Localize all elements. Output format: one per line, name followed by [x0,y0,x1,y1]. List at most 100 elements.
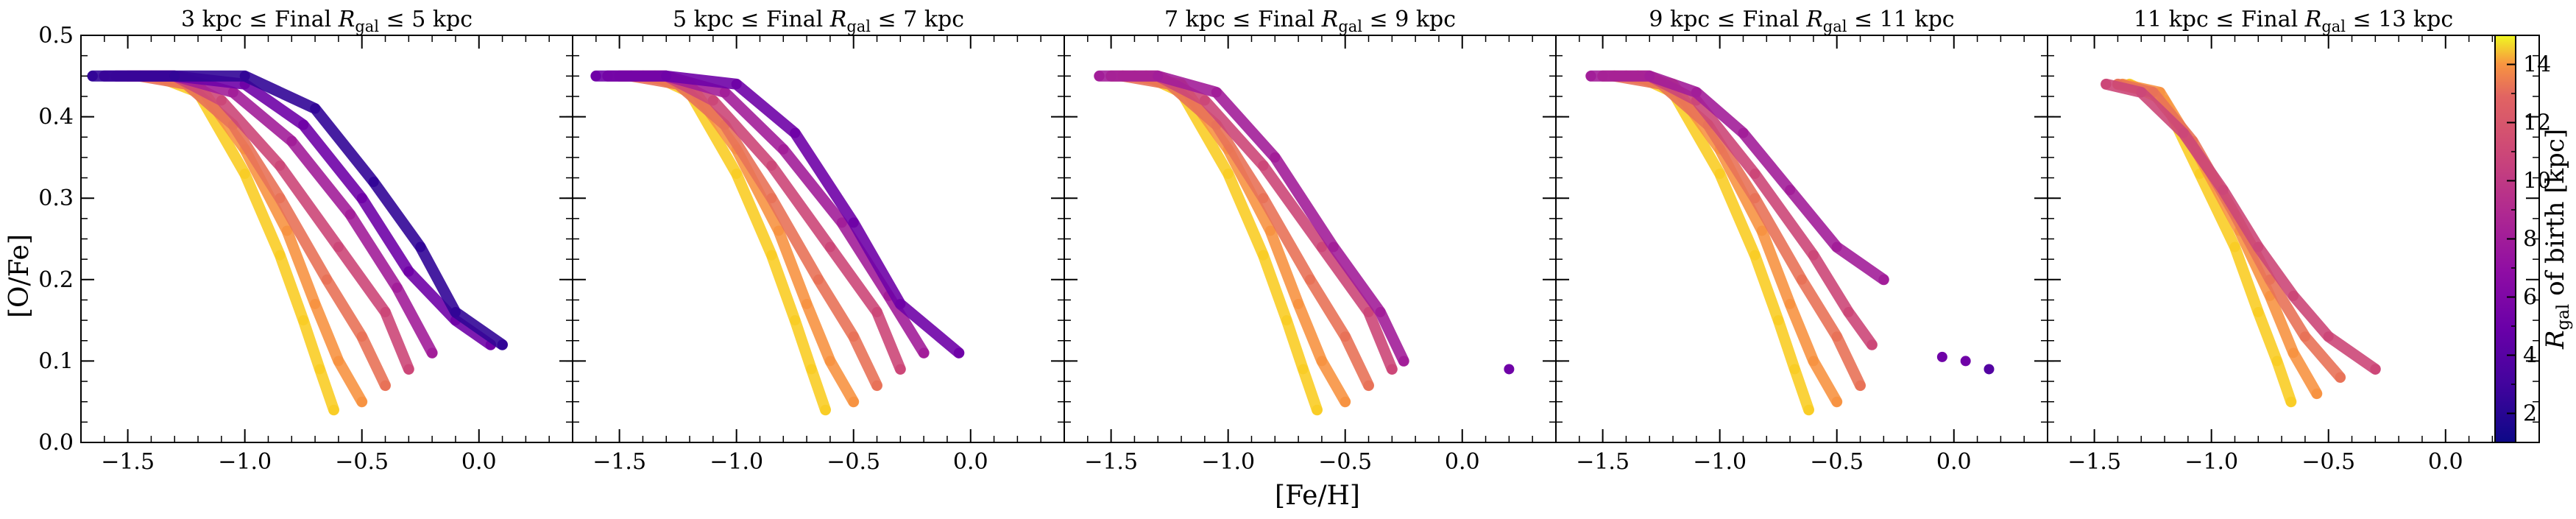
data-point [1363,380,1374,391]
data-point [356,331,367,342]
data-point [871,307,882,318]
data-point [1316,356,1327,367]
data-point [216,95,227,106]
data-point [1738,127,1749,138]
x-tick-label: 0.0 [953,449,988,475]
x-tick-label: −1.0 [218,449,272,475]
data-point [227,87,238,98]
x-tick-label: −1.0 [710,449,763,475]
y-tick-label: 0.1 [38,348,74,374]
x-tick-label: −0.5 [2301,449,2355,475]
panel-frame [2047,35,2540,443]
colorbar-tick-label: 12 [2523,110,2551,136]
x-tick-label: −1.5 [1576,449,1630,475]
data-point [427,347,438,359]
data-point [766,160,777,171]
panel-5: −1.5 −1.0 −0.5 0.0 11 kpc ≤ Final Rgal ≤ 13 … [2047,7,2540,475]
data-point [707,95,718,106]
data-point [1211,87,1222,98]
data-point [1316,241,1327,253]
data-point [1298,364,1309,375]
data-point [1199,95,1210,106]
data-point [392,282,403,293]
y-axis-title: [O/Fe] [4,234,35,318]
data-point [1855,380,1866,391]
data-point [333,241,344,253]
data-point [2323,331,2334,342]
data-point [1803,404,1814,415]
data-point [731,169,742,180]
data-point [169,71,180,82]
data-point [1094,71,1105,82]
data-point [1387,364,1398,375]
data-point [848,217,859,228]
data-point [1831,396,1842,407]
x-tick-label: −1.0 [1201,449,1255,475]
data-point [239,71,250,82]
panel-4: −1.5 −1.0 −0.5 0.0 9 kpc ≤ Final Rgal ≤ 11 k… [1555,7,2048,475]
data-point [1773,315,1784,326]
x-tick-label: −0.5 [1318,449,1372,475]
data-point [356,396,367,407]
data-point [1785,185,1796,196]
data-point [497,339,508,350]
data-point [1375,307,1386,318]
data-point [2288,347,2299,359]
data-point [1585,71,1596,82]
x-tick-label: −1.5 [592,449,646,475]
data-point [415,241,426,253]
data-point [1340,396,1351,407]
data-point [1878,274,1889,285]
data-point [806,364,817,375]
data-point [1789,364,1800,375]
x-tick-label: 0.0 [2428,449,2463,475]
x-tick-label: −0.5 [827,449,880,475]
x-tick-label: 0.0 [461,449,497,475]
data-point [2136,87,2147,98]
data-point [1363,307,1374,318]
data-point [322,274,332,285]
track-5-4 [2101,78,2381,375]
panel-title: 5 kpc ≤ Final Rgal ≤ 7 kpc [673,7,964,35]
data-point [824,241,835,253]
x-tick-label: −1.5 [1084,449,1138,475]
track-1-7 [87,70,509,350]
data-point [1153,71,1164,82]
data-point [1749,250,1761,261]
data-point [1222,169,1234,180]
data-point [2265,274,2276,285]
data-point [380,307,391,318]
data-point [298,119,309,130]
data-point [1340,331,1351,342]
data-point [919,347,930,359]
x-tick-label: 0.0 [1445,449,1480,475]
y-tick-label: 0.0 [38,430,74,456]
colorbar-tick-label: 6 [2523,285,2537,311]
x-tick-label: −1.5 [2067,449,2121,475]
data-point [1714,169,1725,180]
data-point [1843,307,1854,318]
data-point [848,331,859,342]
data-point [1831,331,1842,342]
data-point [953,347,964,359]
x-tick-label: −0.5 [335,449,389,475]
data-point [2311,388,2322,399]
data-point [895,298,906,309]
data-point [1281,315,1292,326]
data-point [450,307,461,318]
data-point [1258,250,1269,261]
data-point [1866,339,1878,350]
y-tick-label: 0.2 [38,267,74,293]
data-point [820,404,831,415]
data-point [778,144,789,155]
panel-title: 3 kpc ≤ Final Rgal ≤ 5 kpc [181,7,473,35]
data-point [1644,71,1655,82]
data-point [2253,241,2264,253]
outlier-point [1984,364,1995,375]
data-point [1749,193,1761,204]
data-point [2253,307,2264,318]
panel-title: 7 kpc ≤ Final Rgal ≤ 9 kpc [1164,7,1456,35]
data-point [281,225,292,236]
track-5-1 [2123,78,2297,408]
